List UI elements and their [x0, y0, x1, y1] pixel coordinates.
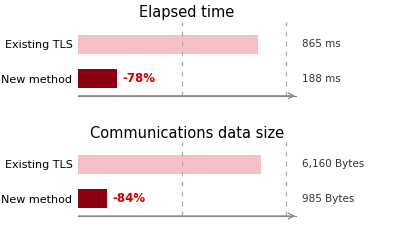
Text: 985 Bytes: 985 Bytes	[302, 194, 354, 204]
Text: -84%: -84%	[112, 192, 146, 205]
Text: 6,160 Bytes: 6,160 Bytes	[302, 159, 364, 169]
Text: Time required for one authentication: Time required for one authentication	[98, 151, 266, 161]
Text: 865 ms: 865 ms	[302, 39, 341, 49]
Title: Communications data size: Communications data size	[90, 126, 284, 141]
Bar	[78, 189, 107, 208]
Title: Elapsed time: Elapsed time	[139, 6, 235, 20]
Text: 188 ms: 188 ms	[302, 73, 341, 84]
Bar	[78, 155, 261, 174]
Bar	[78, 69, 117, 88]
Text: -78%: -78%	[122, 72, 155, 85]
Bar	[78, 35, 258, 54]
